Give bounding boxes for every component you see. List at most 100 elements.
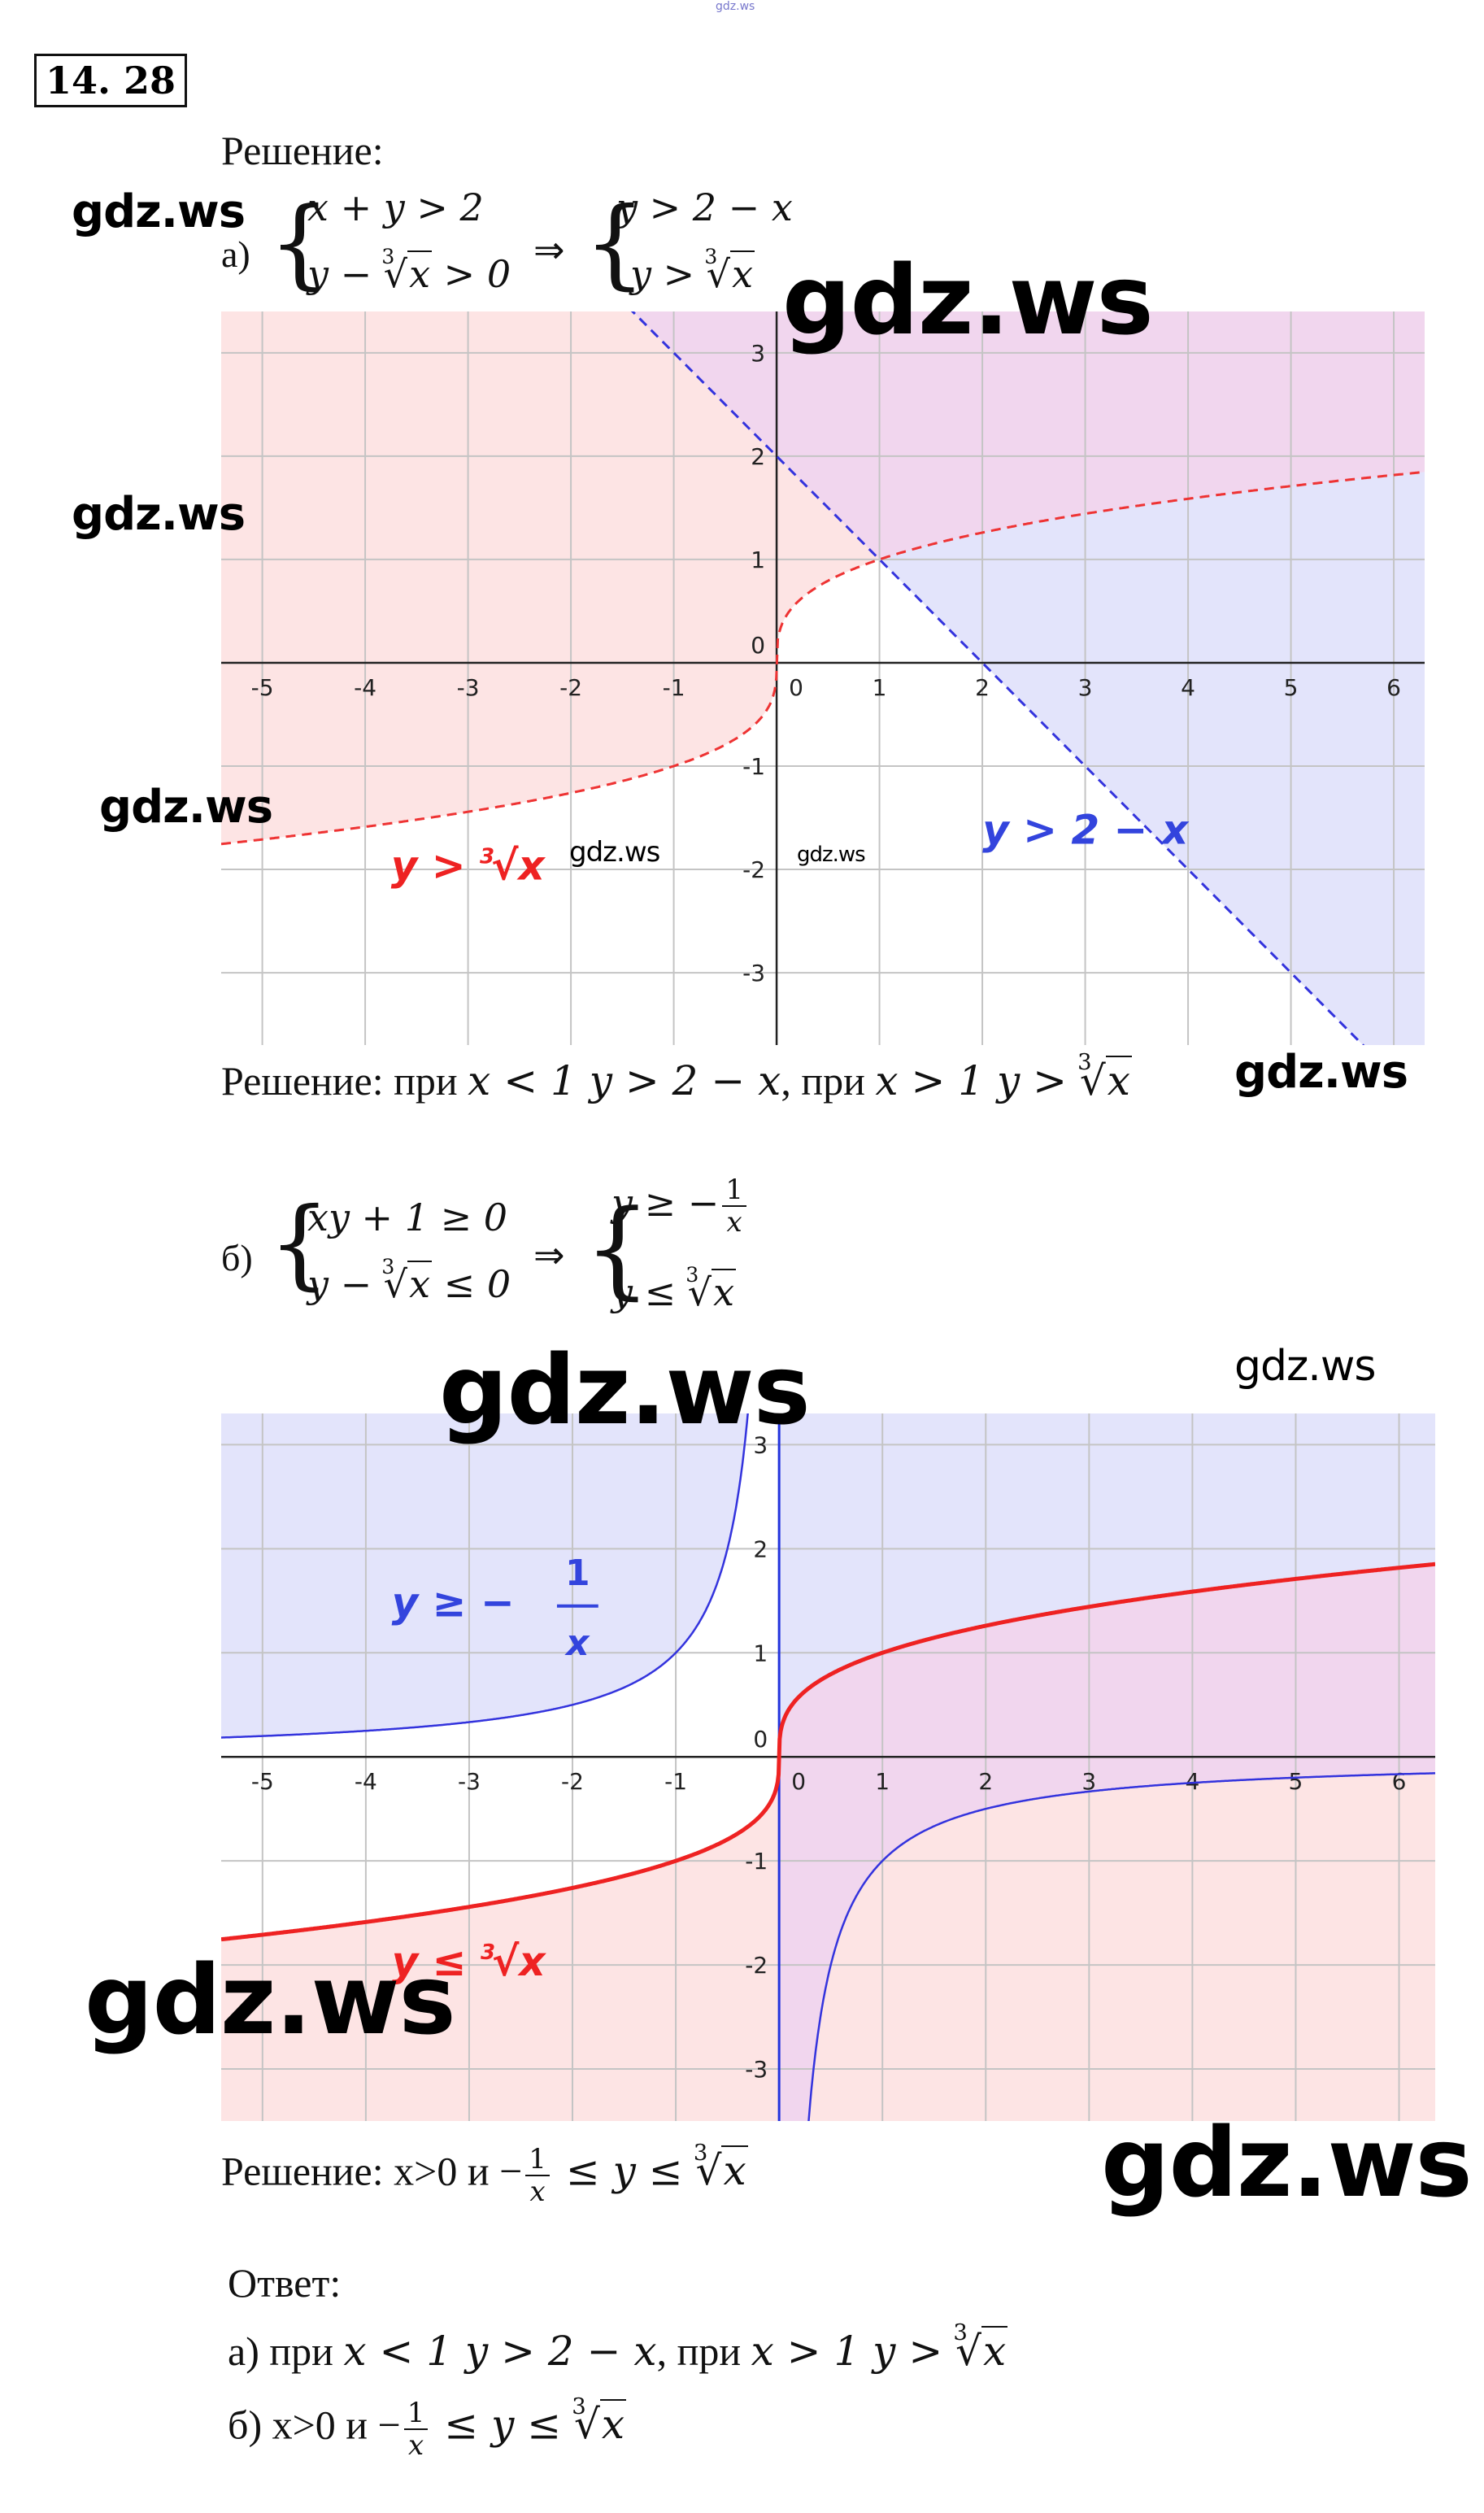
x-tick-label: -5	[251, 674, 274, 701]
label-frac-den: x	[564, 1622, 590, 1664]
label-y-gt-2-minus-x: y > 2 − x	[982, 806, 1190, 853]
y-tick-label: -3	[745, 2056, 768, 2083]
result-b: Решение: x>0 и −1 x ≤ y ≤ 3 √x	[221, 2140, 748, 2208]
y-tick-label: 2	[753, 1535, 768, 1562]
label-frac-num: 1	[565, 1553, 590, 1594]
y-tick-label: -1	[742, 753, 765, 780]
frac-den: x	[726, 1206, 742, 1239]
label-part: 3	[480, 845, 494, 869]
watermark: gdz.ws	[569, 836, 660, 869]
y-tick-label: 0	[753, 1726, 768, 1753]
root-index: 3	[1077, 1049, 1092, 1076]
y-tick-label: 1	[753, 1640, 768, 1666]
label-part: x	[516, 1938, 546, 1985]
root-index: 3	[693, 2139, 708, 2166]
system-a2-line2-pre: y >	[630, 252, 707, 296]
x-tick-label: -1	[664, 1768, 687, 1795]
solution-heading-a: Решение:	[221, 128, 384, 173]
problem-number: 14. 28	[34, 54, 187, 107]
root-arg: x	[712, 1269, 737, 1314]
cube-root: 3 √x	[572, 2393, 627, 2449]
label-y-ge-minus-1-over-x: y ≥ −	[392, 1579, 515, 1626]
x-tick-label: 3	[1078, 674, 1093, 701]
system-b2-line2-pre: y ≤	[611, 1270, 688, 1314]
chart-a: -5 -4 -3 -2 -1 0 1 2 3 4 5 6 3 2 1 0 -1 -2 -3 y > 2 − x y > …	[221, 311, 1425, 1045]
root-index: 3	[381, 1255, 395, 1279]
system-a-line2: y − 3 √x > 0	[307, 245, 511, 296]
top-watermark: gdz.ws	[716, 0, 755, 13]
x-tick-label: -4	[355, 1768, 377, 1795]
region-overlap	[779, 1564, 1435, 2121]
system-b-line2: y − 3 √x ≤ 0	[307, 1255, 511, 1306]
cube-root: 3 √x	[1077, 1049, 1132, 1104]
line-y-equals-2-minus-x	[630, 311, 1365, 1045]
brace-a-right: {	[584, 187, 646, 300]
result-a-mid: , при	[781, 1058, 876, 1104]
hyperbola-left	[221, 1413, 749, 1739]
hyperbola-right	[807, 1772, 1435, 2121]
label-part: x	[516, 843, 546, 890]
x-tick-label: 5	[1289, 1768, 1303, 1795]
y-tick-label: 2	[751, 443, 765, 470]
root-arg: x	[407, 250, 433, 296]
label-part: √	[491, 843, 519, 890]
y-tick-label: 3	[753, 1431, 768, 1458]
system-b2-line1: y ≥ −1 x	[611, 1176, 750, 1236]
x-tick-label: 6	[1392, 1768, 1407, 1795]
brace-a-left: {	[268, 187, 331, 300]
answer-b-mid: ≤ y ≤	[431, 2401, 575, 2449]
answer-a-prefix: а) при	[228, 2328, 344, 2374]
root-index: 3	[704, 245, 718, 269]
implies-b: ⇒	[533, 1233, 565, 1277]
x-tick-label: 2	[975, 674, 990, 701]
y-tick-label: 0	[751, 632, 765, 659]
root-arg: x	[407, 1261, 433, 1306]
label-part: y ≥ −	[392, 1579, 515, 1626]
frac-den: x	[529, 2175, 546, 2208]
curve-cube-root	[221, 1561, 1435, 1942]
result-a-prefix: Решение: при	[221, 1058, 468, 1104]
y-tick-label: 1	[751, 547, 765, 573]
answer-b: б) x>0 и −1 x ≤ y ≤ 3 √x	[228, 2393, 627, 2462]
watermark: gdz.ws	[797, 843, 866, 867]
implies-a: ⇒	[533, 228, 565, 272]
result-b-prefix: Решение: x>0 и −	[221, 2148, 523, 2194]
root-index: 3	[953, 2319, 968, 2346]
root-arg: x	[730, 250, 755, 296]
cube-root: 3 √x	[381, 1255, 433, 1306]
y-tick-label: -2	[742, 856, 765, 883]
root-index: 3	[572, 2393, 586, 2419]
watermark: gdz.ws	[439, 1334, 811, 1446]
cube-root: 3 √x	[685, 1263, 737, 1314]
result-a-cond1: x < 1 y > 2 − x	[468, 1057, 781, 1104]
system-b2-line1-pre: y ≥ −	[611, 1181, 720, 1225]
x-tick-label: 5	[1284, 674, 1299, 701]
result-a-cond2: x > 1 y >	[875, 1057, 1080, 1104]
cube-root: 3 √x	[953, 2319, 1008, 2375]
answer-a-cond2: x > 1 y >	[751, 2328, 956, 2375]
answer-heading: Ответ:	[228, 2260, 342, 2306]
result-a: Решение: при x < 1 y > 2 − x, при x > 1 …	[221, 1049, 1132, 1104]
root-arg: x	[599, 2399, 627, 2449]
watermark: gdz.ws	[782, 244, 1154, 356]
watermark: gdz.ws	[1234, 1046, 1408, 1099]
x-tick-label: 0	[791, 1768, 806, 1795]
x-tick-label: 2	[978, 1768, 993, 1795]
y-tick-label: -2	[745, 1952, 768, 1979]
system-a-line2-post: > 0	[432, 252, 511, 296]
curve-cube-root	[221, 470, 1425, 846]
watermark: gdz.ws	[1234, 1342, 1376, 1391]
answer-b-prefix: б) x>0 и −	[228, 2402, 401, 2448]
result-b-mid: ≤ y ≤	[552, 2147, 696, 2195]
frac-num: 1	[525, 2145, 550, 2176]
answer-a-mid: , при	[656, 2328, 751, 2374]
watermark: gdz.ws	[72, 488, 246, 541]
y-tick-label: -3	[742, 960, 765, 986]
brace-b-right: {	[584, 1187, 651, 1310]
watermark: gdz.ws	[85, 1944, 456, 2056]
frac-den: x	[407, 2429, 424, 2462]
system-a2-line1: y > 2 − x	[616, 185, 793, 229]
x-tick-label: -4	[354, 674, 376, 701]
cube-root: 3 √x	[381, 245, 433, 296]
